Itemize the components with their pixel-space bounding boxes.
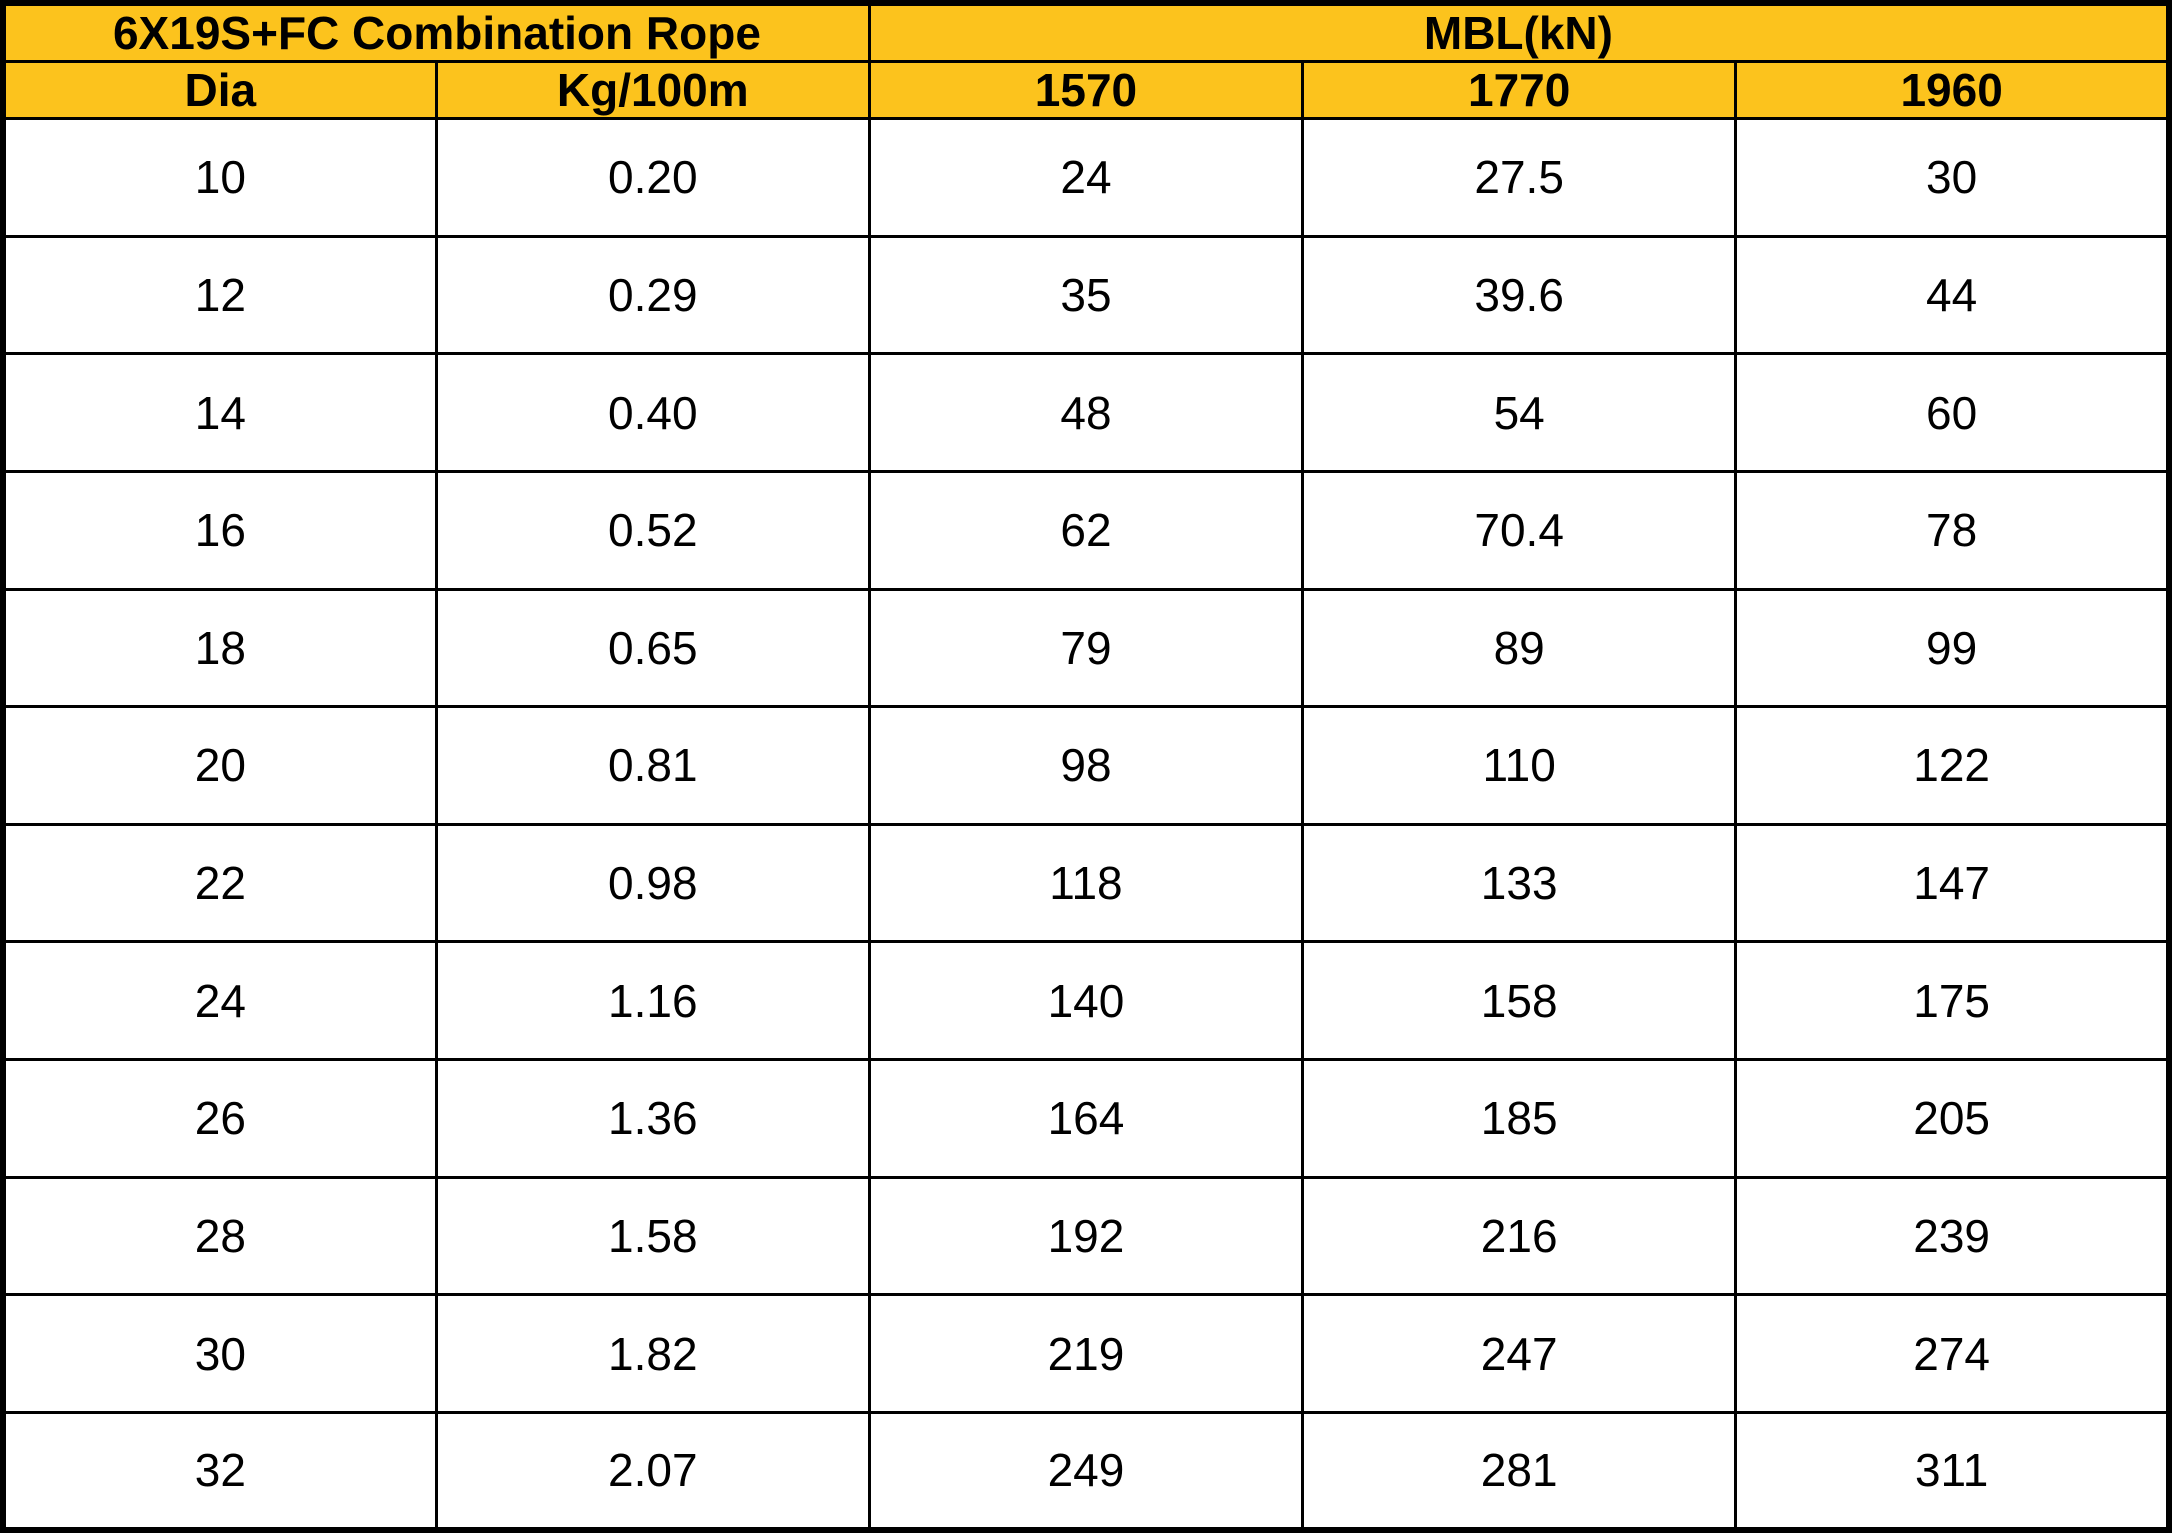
table-cell: 0.81	[434, 705, 871, 826]
table-cell: 39.6	[1301, 234, 1738, 356]
table-cell: 311	[1734, 1410, 2171, 1532]
table-cell: 1.58	[434, 1175, 871, 1297]
table-cell: 48	[867, 352, 1305, 473]
table-cell: 239	[1734, 1175, 2171, 1297]
table-cell: 118	[867, 822, 1305, 944]
table-cell: 185	[1301, 1058, 1738, 1179]
table-cell: 44	[1734, 234, 2171, 356]
table-row: 12 0.29 35 39.6 44	[1, 234, 2171, 356]
table-row: 32 2.07 249 281 311	[1, 1410, 2171, 1532]
table-cell: 1.16	[434, 940, 871, 1061]
table-cell: 175	[1734, 940, 2171, 1061]
column-header-row: Dia Kg/100m 1570 1770 1960	[1, 60, 2171, 120]
table-cell: 0.29	[434, 234, 871, 356]
table-cell: 158	[1301, 940, 1738, 1061]
table-cell: 192	[867, 1175, 1305, 1297]
column-header-1570: 1570	[867, 60, 1305, 120]
table-cell: 10	[1, 117, 438, 238]
table-cell: 60	[1734, 352, 2171, 473]
table-cell: 0.20	[434, 117, 871, 238]
table-cell: 62	[867, 469, 1305, 591]
table-cell: 1.82	[434, 1293, 871, 1414]
table-cell: 205	[1734, 1058, 2171, 1179]
table-cell: 79	[867, 587, 1305, 709]
table-row: 20 0.81 98 110 122	[1, 705, 2171, 826]
table-cell: 219	[867, 1293, 1305, 1414]
table-cell: 35	[867, 234, 1305, 356]
table-cell: 30	[1, 1293, 438, 1414]
table-cell: 98	[867, 705, 1305, 826]
table-cell: 0.98	[434, 822, 871, 944]
column-header-1960: 1960	[1734, 60, 2171, 120]
table-cell: 0.65	[434, 587, 871, 709]
table-cell: 27.5	[1301, 117, 1738, 238]
table-cell: 28	[1, 1175, 438, 1297]
group-header-rope-type: 6X19S+FC Combination Rope	[1, 1, 871, 63]
table-cell: 0.52	[434, 469, 871, 591]
table-cell: 1.36	[434, 1058, 871, 1179]
table-cell: 12	[1, 234, 438, 356]
table-cell: 22	[1, 822, 438, 944]
table-row: 28 1.58 192 216 239	[1, 1175, 2171, 1297]
table-cell: 24	[1, 940, 438, 1061]
table-cell: 14	[1, 352, 438, 473]
table-cell: 216	[1301, 1175, 1738, 1297]
table-cell: 70.4	[1301, 469, 1738, 591]
table-cell: 274	[1734, 1293, 2171, 1414]
table-cell: 20	[1, 705, 438, 826]
group-header-mbl: MBL(kN)	[867, 1, 2171, 63]
column-header-dia: Dia	[1, 60, 438, 120]
table-body: 10 0.20 24 27.5 30 12 0.29 35 39.6 44 14 0.40 48 54 60…	[1, 117, 2171, 1532]
table-cell: 140	[867, 940, 1305, 1061]
table-cell: 54	[1301, 352, 1738, 473]
table-row: 24 1.16 140 158 175	[1, 940, 2171, 1061]
column-header-1770: 1770	[1301, 60, 1738, 120]
table-cell: 164	[867, 1058, 1305, 1179]
table-cell: 2.07	[434, 1410, 871, 1532]
column-header-kg-per-100m: Kg/100m	[434, 60, 871, 120]
group-header-row: 6X19S+FC Combination Rope MBL(kN)	[1, 1, 2171, 63]
table-row: 14 0.40 48 54 60	[1, 352, 2171, 473]
table-cell: 110	[1301, 705, 1738, 826]
table-cell: 0.40	[434, 352, 871, 473]
table-cell: 32	[1, 1410, 438, 1532]
table-cell: 89	[1301, 587, 1738, 709]
table-row: 10 0.20 24 27.5 30	[1, 117, 2171, 238]
table-cell: 18	[1, 587, 438, 709]
table-cell: 30	[1734, 117, 2171, 238]
table-row: 18 0.65 79 89 99	[1, 587, 2171, 709]
table-cell: 26	[1, 1058, 438, 1179]
table-cell: 99	[1734, 587, 2171, 709]
table-cell: 133	[1301, 822, 1738, 944]
table-cell: 78	[1734, 469, 2171, 591]
table-row: 16 0.52 62 70.4 78	[1, 469, 2171, 591]
table-row: 26 1.36 164 185 205	[1, 1058, 2171, 1179]
table-row: 22 0.98 118 133 147	[1, 822, 2171, 944]
table-cell: 122	[1734, 705, 2171, 826]
table-cell: 247	[1301, 1293, 1738, 1414]
table-header: 6X19S+FC Combination Rope MBL(kN) Dia Kg…	[1, 1, 2171, 120]
table-cell: 24	[867, 117, 1305, 238]
table-cell: 147	[1734, 822, 2171, 944]
table-cell: 281	[1301, 1410, 1738, 1532]
table-cell: 16	[1, 469, 438, 591]
table-cell: 249	[867, 1410, 1305, 1532]
table-row: 30 1.82 219 247 274	[1, 1293, 2171, 1414]
